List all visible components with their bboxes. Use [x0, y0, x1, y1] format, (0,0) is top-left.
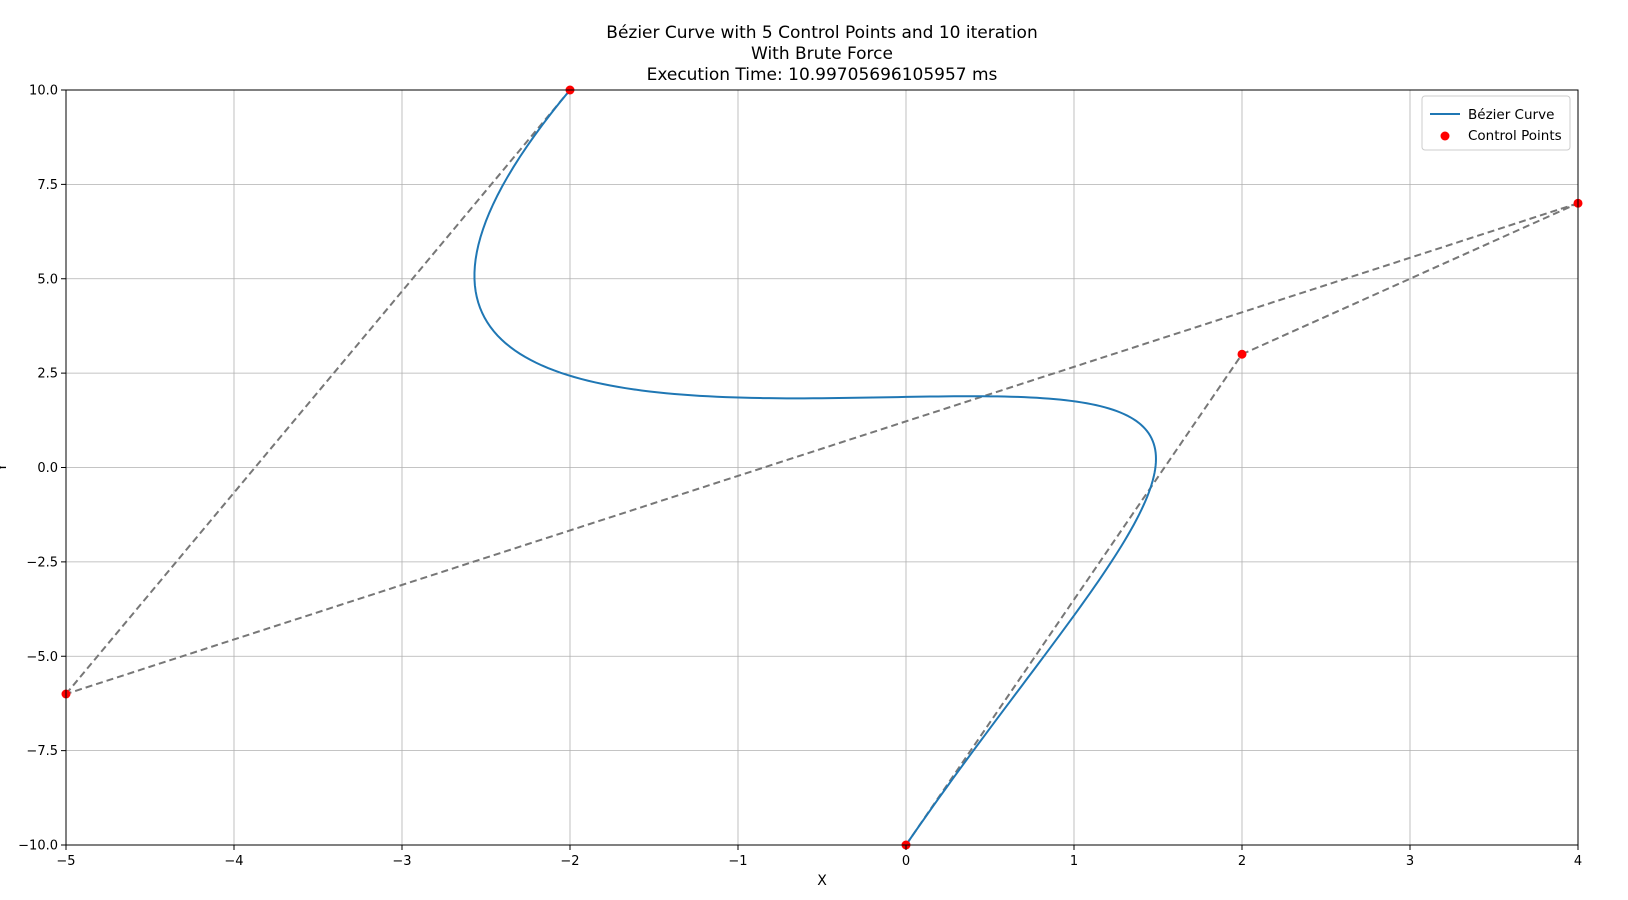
x-tick-label: −1 [728, 854, 747, 869]
y-axis-label: Y [0, 463, 10, 473]
y-tick-label: −7.5 [26, 744, 58, 759]
legend-box [1421, 95, 1571, 151]
x-tick-label: −5 [56, 854, 75, 869]
y-tick-label: −2.5 [26, 555, 58, 570]
y-tick-label: −5.0 [26, 650, 58, 665]
y-tick-label: 0.0 [37, 461, 58, 476]
y-tick-label: 2.5 [37, 367, 58, 382]
control-polygon-segment [905, 353, 1243, 846]
x-tick-label: 3 [1406, 854, 1414, 869]
x-tick-label: 2 [1238, 854, 1246, 869]
x-axis-ticks: −5 −4 −3 −2 −1 0 1 2 3 4 [56, 845, 1582, 869]
chart-title: Bézier Curve with 5 Control Points and 1… [606, 23, 1037, 85]
x-tick-label: −2 [560, 854, 579, 869]
y-axis-ticks: −10.0 −7.5 −5.0 −2.5 0.0 2.5 5.0 7.5 10.0 [18, 84, 66, 854]
y-tick-label: 10.0 [29, 84, 58, 99]
legend-points-label: Control Points [1468, 128, 1562, 144]
control-polygon-segment [1241, 202, 1579, 356]
y-tick-label: −10.0 [18, 839, 58, 854]
title-line-2: With Brute Force [751, 44, 893, 64]
x-axis-label: X [817, 873, 827, 889]
control-polygon-segment [65, 202, 1579, 695]
x-tick-label: 4 [1574, 854, 1582, 869]
x-tick-label: −3 [392, 854, 411, 869]
title-line-1: Bézier Curve with 5 Control Points and 1… [606, 23, 1037, 43]
y-tick-label: 5.0 [37, 272, 58, 287]
legend: Bézier Curve Control Points [1421, 95, 1571, 151]
bezier-curve-line [473, 89, 1157, 846]
control-polygon [65, 89, 1579, 846]
grid [65, 89, 1579, 846]
control-point [1237, 349, 1247, 359]
y-tick-label: 7.5 [37, 178, 58, 193]
x-tick-label: 1 [1070, 854, 1078, 869]
x-tick-label: 0 [902, 854, 910, 869]
x-tick-label: −4 [224, 854, 243, 869]
legend-points-swatch [1440, 131, 1450, 141]
title-line-3: Execution Time: 10.99705696105957 ms [647, 65, 998, 85]
legend-curve-label: Bézier Curve [1468, 107, 1554, 123]
bezier-curve-series [473, 89, 1157, 846]
control-polygon-segment [65, 89, 571, 695]
